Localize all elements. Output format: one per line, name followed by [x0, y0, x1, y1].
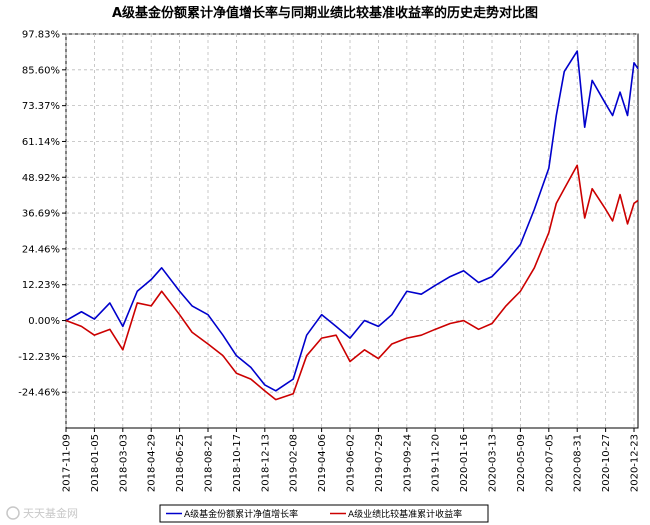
x-tick-label: 2018-06-25 [175, 434, 186, 492]
x-tick-label: 2019-07-29 [374, 434, 385, 492]
x-tick-label: 2020-03-13 [488, 434, 499, 492]
legend: A级基金份额累计净值增长率 A级业绩比较基准累计收益率 [159, 504, 489, 523]
x-tick-label: 2017-11-09 [62, 434, 73, 492]
y-tick-label: 97.83% [22, 30, 60, 41]
x-tick-label: 2018-03-03 [118, 434, 129, 492]
y-tick-label: 36.69% [22, 209, 60, 220]
watermark-text: 天天基金网 [23, 506, 78, 520]
x-tick-label: 2018-10-17 [232, 434, 243, 492]
series-layer [65, 50, 639, 401]
y-tick-label: -24.46% [18, 388, 60, 399]
x-axis: 2017-11-09 2018-01-05 2018-03-03 2018-04-29… [62, 428, 641, 492]
x-tick-label: 2020-01-16 [459, 434, 470, 492]
x-tick-label: 2019-11-20 [431, 434, 442, 492]
watermark: 天天基金网 [6, 506, 78, 520]
watermark-logo-icon [6, 506, 20, 520]
x-tick-label: 2020-12-23 [630, 434, 641, 492]
x-tick-label: 2019-09-24 [402, 434, 413, 492]
plot-area [65, 33, 639, 429]
legend-label-benchmark: A级业绩比较基准累计收益率 [348, 508, 462, 520]
x-tick-label: 2020-05-09 [516, 434, 527, 492]
x-tick-label: 2019-04-06 [317, 434, 328, 492]
x-tick-label: 2019-06-02 [346, 434, 357, 492]
y-tick-label: 12.23% [22, 280, 60, 291]
y-tick-label: 0.00% [28, 316, 60, 327]
y-tick-label: 61.14% [22, 137, 60, 148]
x-tick-label: 2018-08-21 [204, 434, 215, 492]
x-tick-label: 2020-08-31 [573, 434, 584, 492]
y-tick-label: 24.46% [22, 244, 60, 255]
x-tick-label: 2019-02-08 [289, 434, 300, 492]
x-tick-label: 2018-04-29 [147, 434, 158, 492]
y-axis: 97.83% 85.60% 73.37% 61.14% 48.92% 36.69% 24.4… [18, 30, 66, 399]
legend-label-fund: A级基金份额累计净值增长率 [184, 508, 298, 520]
x-tick-label: 2018-12-13 [260, 434, 271, 492]
y-tick-label: -12.23% [18, 352, 60, 363]
series-line-fund [65, 50, 639, 392]
y-tick-label: 85.60% [22, 65, 60, 76]
x-tick-label: 2020-10-27 [601, 434, 612, 492]
legend-box [159, 504, 489, 523]
x-tick-label: 2018-01-05 [90, 434, 101, 492]
series-line-benchmark [65, 164, 639, 401]
y-tick-label: 73.37% [22, 101, 60, 112]
x-tick-label: 2020-07-05 [544, 434, 555, 492]
chart-title: A级基金份额累计净值增长率与同期业绩比较基准收益率的历史走势对比图 [112, 5, 538, 21]
y-tick-label: 48.92% [22, 173, 60, 184]
